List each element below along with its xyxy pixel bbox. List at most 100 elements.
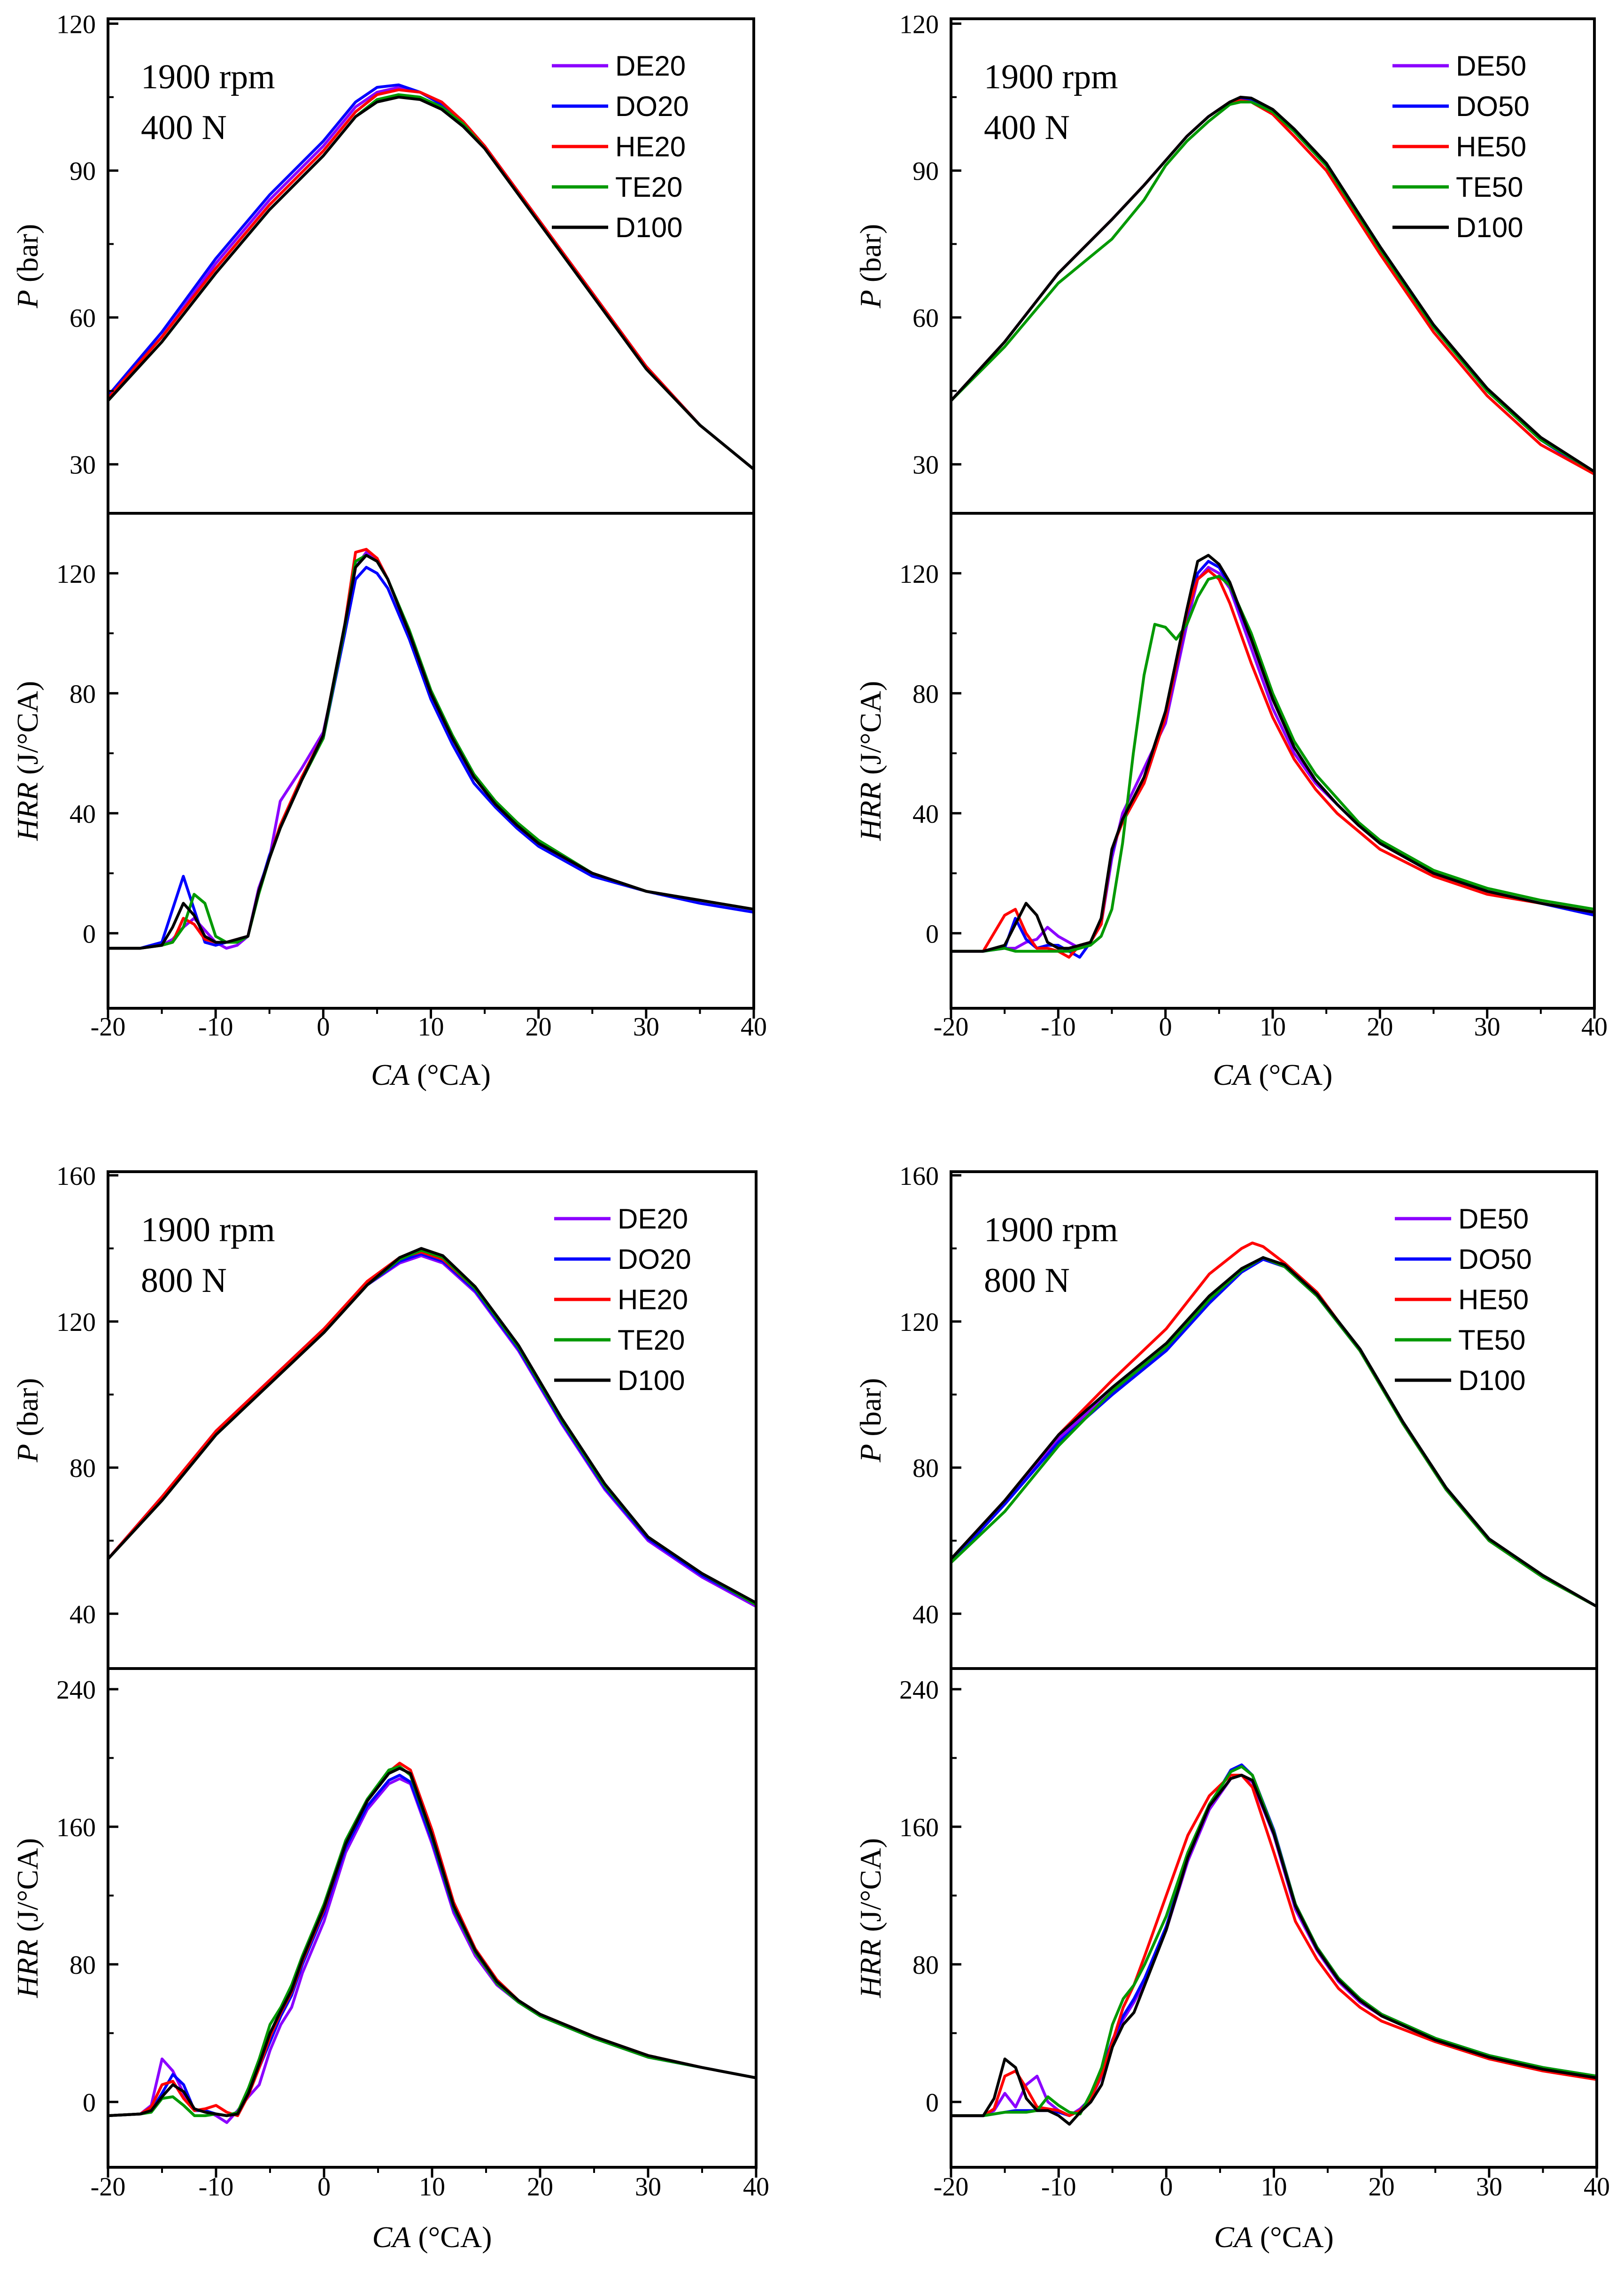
legend-label-he50: HE50 xyxy=(1456,131,1526,162)
xtick-label: 10 xyxy=(418,1012,444,1042)
xtick-label: 30 xyxy=(1476,2172,1502,2202)
hrr-ylabel-unit: (J/°CA) xyxy=(854,1838,887,1940)
hrr-ylabel-symbol: HRR xyxy=(11,1940,44,1998)
pressure-series-group xyxy=(951,95,1594,476)
pressure-line-d100 xyxy=(108,95,754,471)
hrr-series-group xyxy=(951,554,1594,959)
hrr-line-d100 xyxy=(108,554,754,950)
pressure-ytick-label: 30 xyxy=(70,451,96,480)
pressure-ytick-label: 90 xyxy=(913,157,939,186)
hrr-ylabel: HRR (J/°CA) xyxy=(11,1838,44,1998)
pressure-ylabel: P (bar) xyxy=(11,224,44,309)
pressure-ytick-label: 120 xyxy=(56,1308,96,1337)
pressure-ytick-label: 30 xyxy=(913,451,939,480)
xlabel: CA (°CA) xyxy=(371,1058,491,1091)
xtick-label: 10 xyxy=(1260,1012,1286,1042)
pressure-ytick-label: 80 xyxy=(913,1454,939,1483)
pressure-ylabel-symbol: P xyxy=(11,290,44,309)
chart-panel-br: 40 80 120 160 P (bar) 0 80 160 240 HRR (J/°CA) -20… xyxy=(854,1162,1610,2254)
xtick-label: 10 xyxy=(1261,2172,1287,2202)
pressure-ylabel: P (bar) xyxy=(854,1378,887,1462)
xtick-label: -20 xyxy=(91,1012,126,1042)
hrr-line-he20 xyxy=(108,548,754,950)
pressure-line-d100 xyxy=(951,95,1594,473)
hrr-ytick-label: 0 xyxy=(926,920,939,949)
xtick-label: -20 xyxy=(934,2172,969,2202)
legend-label-he50: HE50 xyxy=(1458,1284,1529,1315)
pressure-series-group xyxy=(108,1247,756,1608)
hrr-ylabel: HRR (J/°CA) xyxy=(854,1838,887,1998)
xtick-label: 20 xyxy=(527,2172,553,2202)
hrr-ytick-label: 80 xyxy=(70,1951,96,1980)
hrr-subplot: 0 40 80 120 HRR (J/°CA) xyxy=(11,548,754,950)
hrr-ytick-label: 120 xyxy=(56,560,96,589)
xlabel: CA (°CA) xyxy=(372,2220,492,2254)
legend-label-do50: DO50 xyxy=(1458,1244,1532,1275)
pressure-ylabel-unit: (bar) xyxy=(854,224,887,290)
pressure-ytick-label: 160 xyxy=(56,1162,96,1191)
pressure-ylabel-symbol: P xyxy=(11,1444,44,1463)
hrr-line-do20 xyxy=(108,566,754,950)
hrr-line-d100 xyxy=(951,1774,1597,2126)
hrr-ytick-label: 0 xyxy=(83,2088,96,2117)
pressure-ylabel-symbol: P xyxy=(854,1444,887,1463)
legend-label-do20: DO20 xyxy=(615,91,689,122)
xtick-label: -10 xyxy=(1041,1012,1076,1042)
hrr-line-te20 xyxy=(108,1765,756,2117)
xtick-label: 20 xyxy=(1369,2172,1395,2202)
pressure-series-group xyxy=(951,1241,1597,1608)
legend-label-d100: D100 xyxy=(1456,212,1523,243)
hrr-ylabel: HRR (J/°CA) xyxy=(11,681,44,841)
xtick-label: 30 xyxy=(635,2172,661,2202)
xtick-label: 40 xyxy=(1581,1012,1608,1042)
xlabel-symbol: CA xyxy=(372,2220,411,2254)
legend-label-te50: TE50 xyxy=(1458,1324,1525,1356)
hrr-ylabel-symbol: HRR xyxy=(11,782,44,841)
legend-label-de50: DE50 xyxy=(1458,1203,1529,1235)
pressure-ylabel-unit: (bar) xyxy=(11,224,44,290)
xtick-label: -10 xyxy=(198,1012,233,1042)
hrr-line-te50 xyxy=(951,1765,1597,2117)
xtick-label: -10 xyxy=(1041,2172,1076,2202)
pressure-ytick-label: 40 xyxy=(913,1600,939,1629)
xtick-label: 30 xyxy=(1474,1012,1500,1042)
hrr-line-d100 xyxy=(108,1767,756,2117)
hrr-subplot: 0 40 80 120 HRR (J/°CA) xyxy=(854,554,1594,959)
hrr-ytick-label: 0 xyxy=(83,920,96,949)
pressure-line-he20 xyxy=(108,88,754,471)
hrr-ylabel-symbol: HRR xyxy=(854,1940,887,1998)
annotation-line: 400 N xyxy=(984,108,1070,147)
hrr-ytick-label: 80 xyxy=(913,1951,939,1980)
xtick-label: 40 xyxy=(1584,2172,1610,2202)
pressure-line-d100 xyxy=(108,1247,756,1604)
pressure-ytick-label: 60 xyxy=(913,304,939,333)
pressure-ytick-label: 80 xyxy=(70,1454,96,1483)
xtick-label: -20 xyxy=(934,1012,969,1042)
annotation-line: 400 N xyxy=(141,108,227,147)
hrr-ytick-label: 160 xyxy=(56,1813,96,1842)
legend-label-he20: HE20 xyxy=(618,1284,688,1315)
pressure-ytick-label: 120 xyxy=(899,10,939,39)
hrr-ytick-label: 40 xyxy=(70,800,96,829)
xtick-label: 0 xyxy=(317,2172,331,2202)
pressure-ylabel: P (bar) xyxy=(854,224,887,309)
hrr-line-te20 xyxy=(108,554,754,950)
hrr-ytick-label: 240 xyxy=(899,1676,939,1705)
pressure-ytick-label: 40 xyxy=(70,1600,96,1629)
pressure-line-te50 xyxy=(951,100,1594,473)
xlabel-symbol: CA xyxy=(1214,2220,1253,2254)
hrr-ytick-label: 40 xyxy=(913,800,939,829)
xtick-label: 0 xyxy=(1159,1012,1172,1042)
hrr-subplot: 0 80 160 240 HRR (J/°CA) xyxy=(11,1676,756,2124)
legend-label-te20: TE20 xyxy=(615,171,682,203)
hrr-ylabel: HRR (J/°CA) xyxy=(854,681,887,841)
legend-label-de20: DE20 xyxy=(618,1203,688,1235)
chart-panel-tr: 30 60 90 120 P (bar) 0 40 80 120 HRR (J/°CA) -20 -1… xyxy=(854,10,1608,1091)
xtick-label: 20 xyxy=(1367,1012,1393,1042)
pressure-ylabel-symbol: P xyxy=(854,290,887,309)
pressure-ytick-label: 160 xyxy=(899,1162,939,1191)
pressure-ylabel-unit: (bar) xyxy=(854,1378,887,1444)
legend-label-de50: DE50 xyxy=(1456,50,1526,82)
hrr-ytick-label: 240 xyxy=(56,1676,96,1705)
pressure-ytick-label: 120 xyxy=(56,10,96,39)
